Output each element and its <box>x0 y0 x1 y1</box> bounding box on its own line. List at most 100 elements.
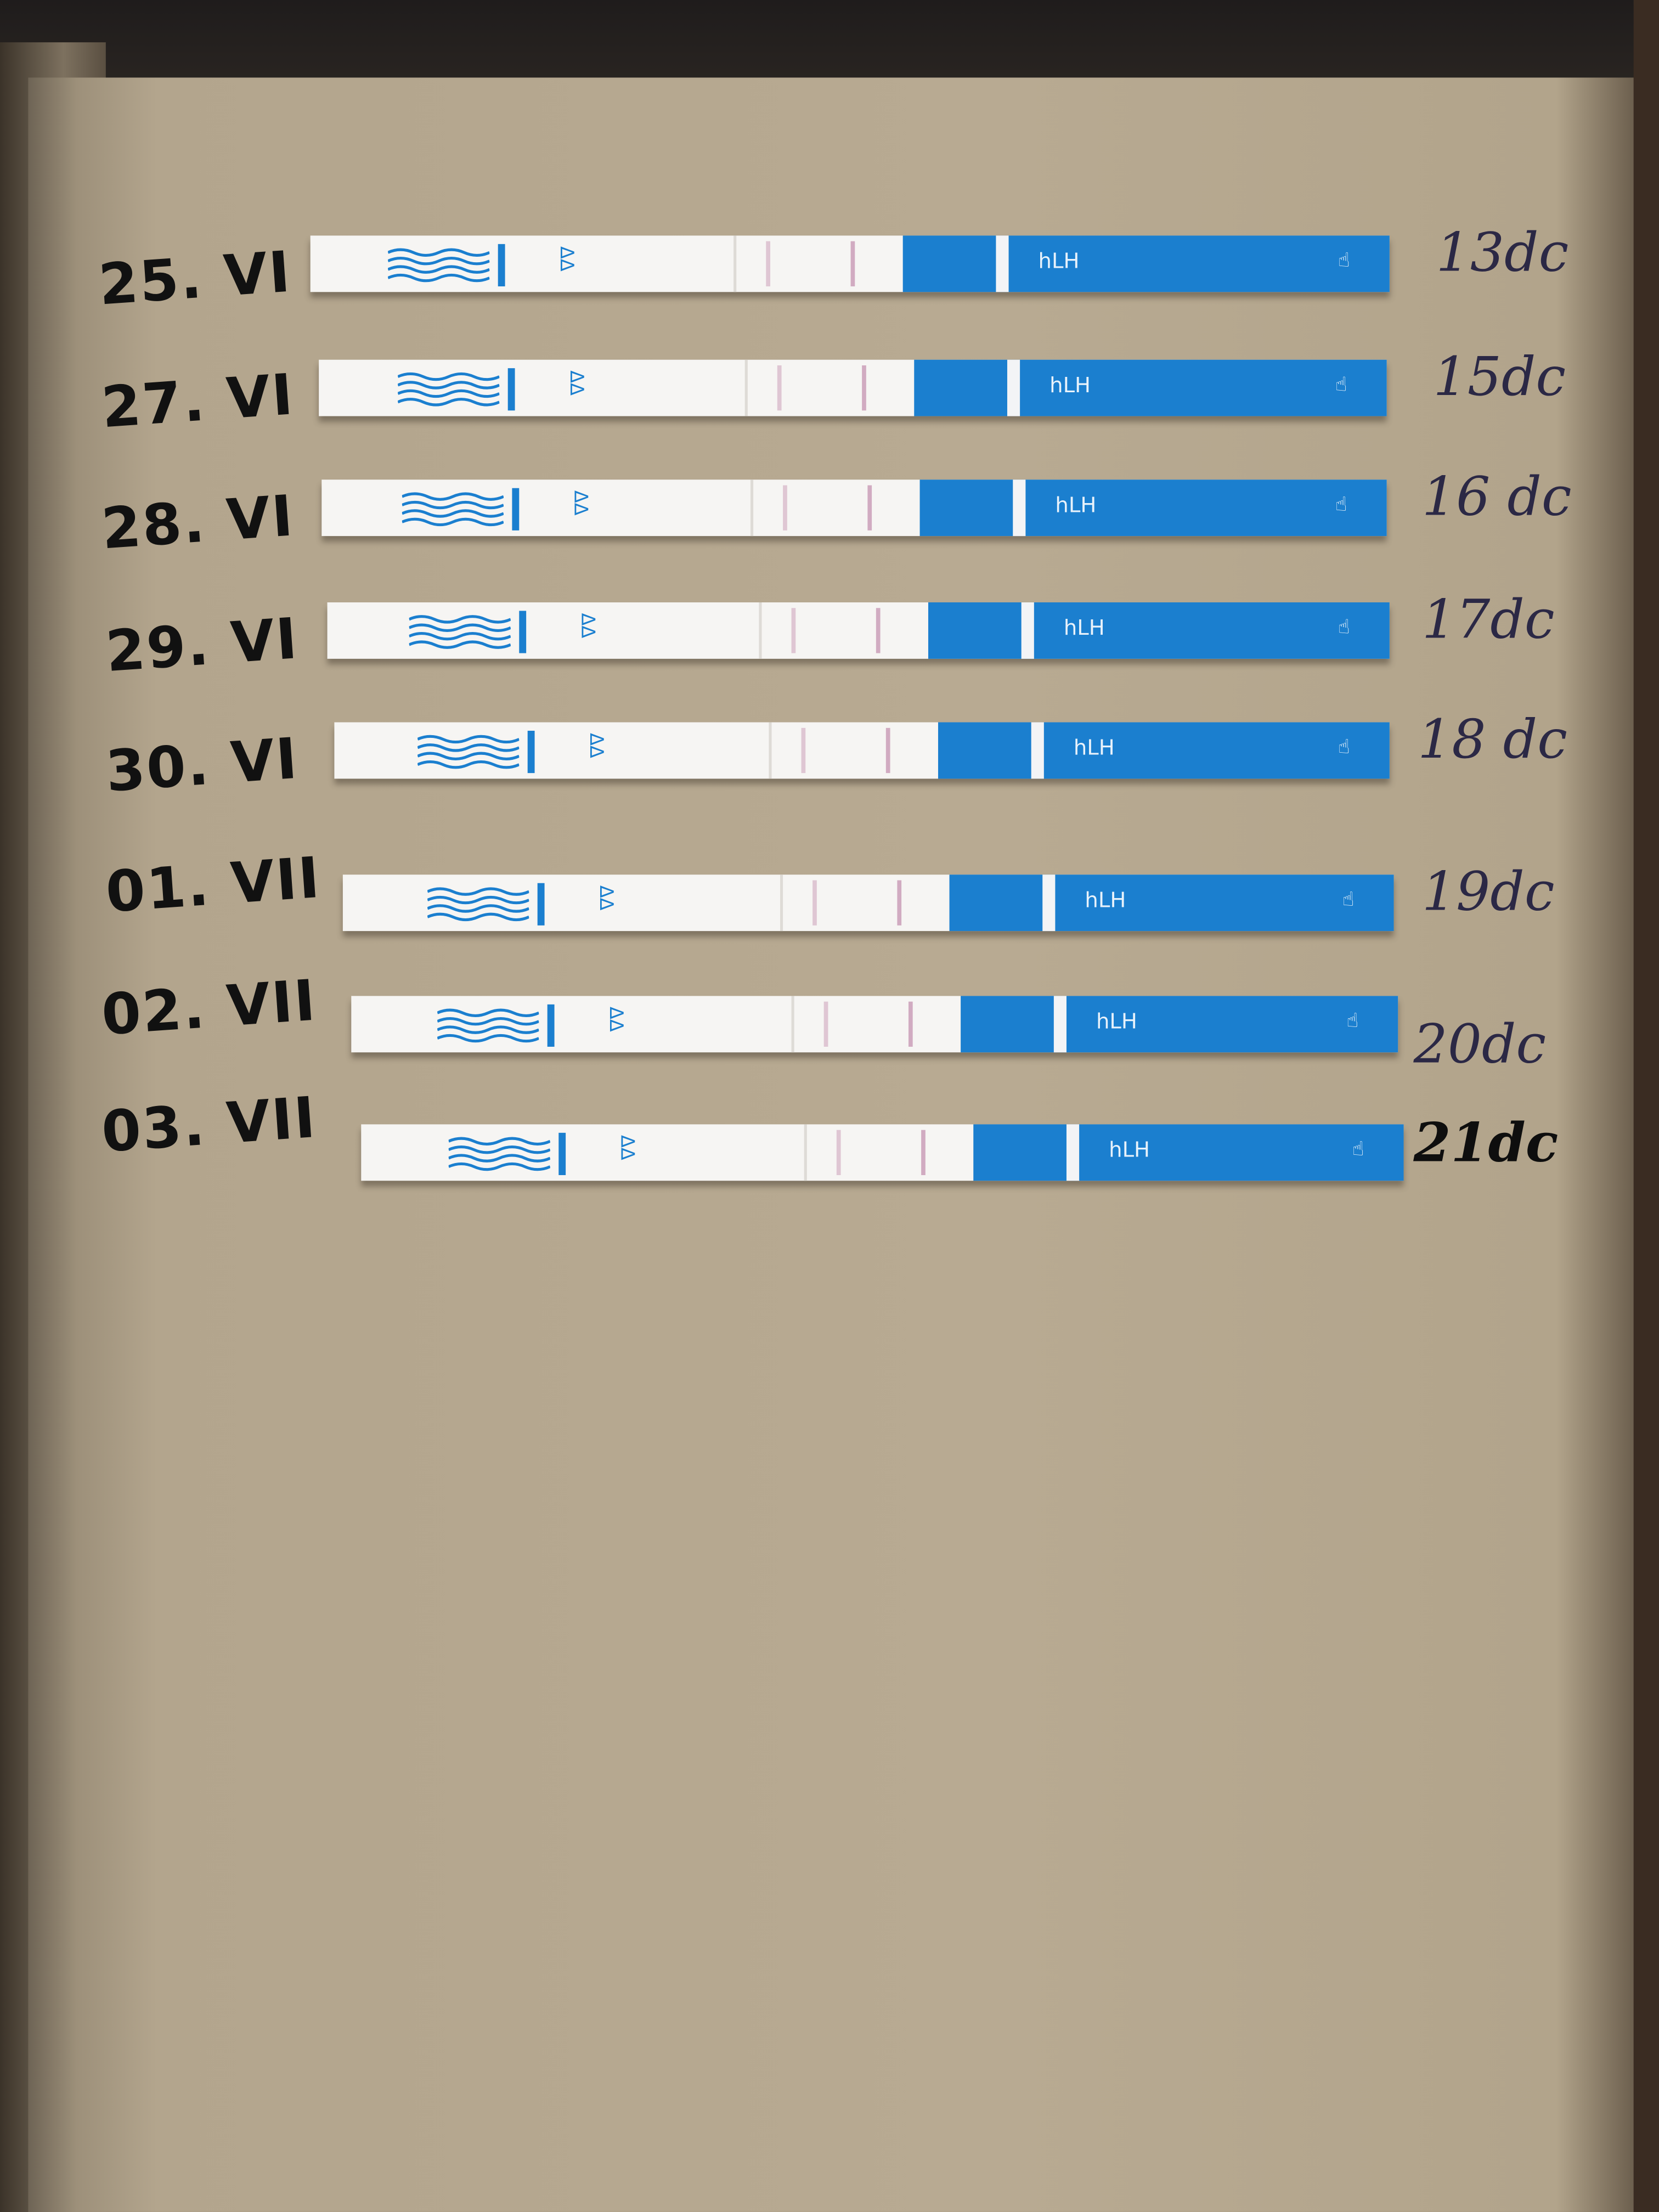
dip-waves-icon <box>401 491 505 528</box>
strip-label: hLH <box>1049 372 1091 398</box>
test-line <box>812 880 817 926</box>
test-line <box>836 1130 841 1175</box>
strip-marker <box>1013 479 1026 537</box>
arrows-icon: ΔΔ <box>555 246 577 272</box>
arrows-icon: ΔΔ <box>584 733 606 758</box>
control-line <box>897 880 902 926</box>
max-line-bar <box>547 1004 555 1047</box>
handwritten-date: 28. VI <box>99 484 297 563</box>
hand-icon: ☝ <box>1338 736 1350 759</box>
strip-handle: hLH ☝ <box>961 996 1398 1053</box>
lh-test-strip: ΔΔ hLH ☝ <box>334 722 1390 779</box>
strip-fold <box>780 874 783 932</box>
strip-label: hLH <box>1073 735 1115 760</box>
strip-marker <box>1007 359 1020 416</box>
handwritten-date: 27. VI <box>99 363 297 442</box>
lh-test-strip: ΔΔ hLH ☝ <box>351 996 1398 1053</box>
strip-fold <box>769 722 772 779</box>
strip-marker <box>1031 722 1044 779</box>
strip-marker <box>1021 602 1034 659</box>
control-line <box>885 727 890 774</box>
control-line <box>876 608 881 653</box>
max-line-bar <box>498 244 505 286</box>
control-line <box>862 365 866 411</box>
test-line <box>823 1001 828 1047</box>
hand-icon: ☝ <box>1338 616 1350 639</box>
test-line <box>791 608 796 653</box>
dip-waves-icon <box>397 371 500 408</box>
lh-test-strip: ΔΔ hLH ☝ <box>319 359 1387 416</box>
test-line <box>777 365 782 411</box>
dip-waves-icon <box>427 886 530 923</box>
cycle-day-label: 20dc <box>1413 1013 1547 1075</box>
notebook-cover-edge <box>1633 0 1659 2212</box>
hand-icon: ☝ <box>1342 888 1355 912</box>
strip-handle: hLH ☝ <box>919 479 1387 537</box>
dip-waves-icon <box>437 1007 540 1044</box>
hand-icon: ☝ <box>1335 374 1347 397</box>
strip-marker <box>1053 996 1066 1053</box>
dip-waves-icon <box>448 1136 551 1172</box>
lh-test-strip: ΔΔ hLH ☝ <box>361 1124 1404 1181</box>
strip-label: hLH <box>1085 887 1126 913</box>
hand-icon: ☝ <box>1346 1010 1359 1033</box>
strip-handle: hLH ☝ <box>902 235 1390 292</box>
strip-handle: hLH ☝ <box>949 874 1394 932</box>
strip-label: hLH <box>1063 615 1105 641</box>
strip-label: hLH <box>1055 492 1097 518</box>
cycle-day-label: 21dc <box>1413 1110 1559 1174</box>
strip-marker <box>1066 1124 1080 1181</box>
dip-waves-icon <box>408 614 511 651</box>
strip-fold <box>750 479 754 537</box>
lh-test-strip: ΔΔ hLH ☝ <box>321 479 1387 537</box>
control-line <box>908 1001 913 1047</box>
max-line-bar <box>537 883 545 926</box>
strip-handle: hLH ☝ <box>914 359 1387 416</box>
strip-fold <box>791 996 794 1053</box>
strip-label: hLH <box>1096 1008 1137 1034</box>
cycle-day-label: 15dc <box>1433 345 1566 408</box>
max-line-bar <box>558 1132 566 1175</box>
hand-icon: ☝ <box>1352 1138 1364 1161</box>
max-line-bar <box>527 730 535 774</box>
lh-test-strip: ΔΔ hLH ☝ <box>327 602 1390 659</box>
arrows-icon: ΔΔ <box>569 490 590 516</box>
cycle-day-label: 17dc <box>1421 588 1555 651</box>
test-line <box>801 727 806 774</box>
max-line-bar <box>512 488 520 531</box>
strip-label: hLH <box>1109 1137 1150 1163</box>
max-line-bar <box>519 611 527 653</box>
test-line <box>783 485 787 531</box>
hand-icon: ☝ <box>1335 493 1347 517</box>
lh-test-strip: ΔΔ hLH ☝ <box>342 874 1394 932</box>
max-line-bar <box>507 368 515 411</box>
strip-label: hLH <box>1038 248 1080 274</box>
control-line <box>867 485 872 531</box>
lh-test-strip: ΔΔ hLH ☝ <box>310 235 1390 292</box>
dip-waves-icon <box>417 733 520 770</box>
strip-fold <box>804 1124 807 1181</box>
strip-handle: hLH ☝ <box>928 602 1390 659</box>
handwritten-date: 25. VI <box>97 240 294 319</box>
cycle-day-label: 19dc <box>1421 860 1555 923</box>
handwritten-date: 29. VI <box>104 607 301 685</box>
arrows-icon: ΔΔ <box>594 885 616 911</box>
control-line <box>850 241 855 286</box>
handwritten-date: 30. VI <box>104 727 301 805</box>
dip-waves-icon <box>387 247 490 284</box>
arrows-icon: ΔΔ <box>576 613 597 639</box>
cycle-day-label: 16 dc <box>1421 465 1572 528</box>
arrows-icon: ΔΔ <box>604 1006 626 1032</box>
strip-fold <box>733 235 737 292</box>
arrows-icon: ΔΔ <box>616 1135 637 1160</box>
strip-handle: hLH ☝ <box>973 1124 1404 1181</box>
hand-icon: ☝ <box>1338 250 1350 273</box>
cycle-day-label: 18 dc <box>1418 708 1567 770</box>
strip-fold <box>759 602 762 659</box>
strip-fold <box>744 359 748 416</box>
control-line <box>921 1130 926 1175</box>
strip-marker <box>1042 874 1056 932</box>
test-line <box>766 241 770 286</box>
strip-handle: hLH ☝ <box>938 722 1390 779</box>
